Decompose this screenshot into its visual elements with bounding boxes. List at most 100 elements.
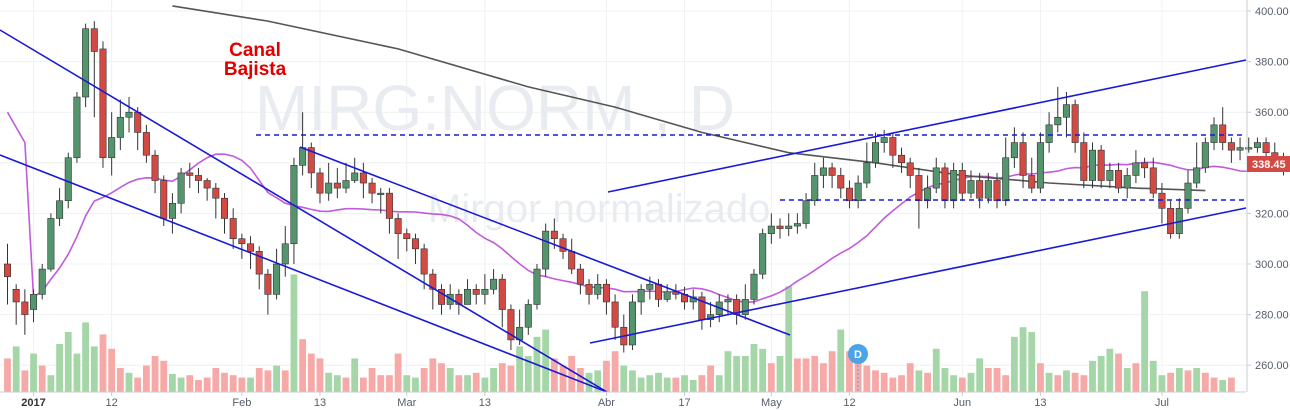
volume-bar — [898, 375, 905, 392]
candle — [576, 264, 584, 295]
last-price-value: 338.45 — [1252, 159, 1286, 171]
candle — [290, 157, 298, 264]
volume-bar — [828, 351, 836, 392]
trend-lines — [0, 29, 1247, 393]
candle — [1167, 200, 1175, 239]
candle — [385, 188, 393, 234]
candle — [1036, 132, 1044, 194]
price-tick-label: 260.00 — [1255, 360, 1289, 372]
candle — [325, 162, 333, 201]
candle — [793, 213, 801, 234]
candle — [481, 274, 489, 305]
volume-bar — [30, 353, 37, 392]
volume-bar — [915, 370, 923, 392]
volume-bar — [1037, 363, 1044, 392]
candle — [967, 170, 975, 199]
candle — [377, 188, 385, 214]
volume-bar — [481, 377, 489, 392]
volume-bar — [455, 375, 463, 392]
volume-bar — [1080, 375, 1088, 392]
candle — [559, 233, 567, 259]
candle — [915, 167, 923, 229]
time-tick-label: 13 — [314, 397, 326, 409]
time-axis[interactable]: 2017 12 Feb 13 Mar 13 Abr 17 May 12 Jun 13 Jul — [0, 391, 1246, 409]
volume-bar — [993, 368, 1001, 392]
candle — [811, 162, 819, 206]
price-tick-label: 360.00 — [1255, 107, 1289, 119]
volume-bar — [811, 356, 819, 392]
volume-bar — [759, 348, 767, 392]
volume-bar — [663, 377, 671, 392]
volume-bar — [872, 370, 879, 392]
volume-bar — [160, 360, 168, 392]
volume-bar — [689, 380, 697, 392]
volume-bar — [672, 377, 680, 392]
volume-bar — [776, 356, 784, 392]
candle — [411, 233, 419, 264]
volume-bar — [1149, 360, 1157, 392]
candle — [1054, 86, 1062, 133]
candle — [1245, 137, 1253, 153]
volume-bar — [1028, 332, 1036, 392]
volume-bar — [273, 365, 280, 392]
candle — [767, 213, 775, 244]
candle — [429, 269, 437, 310]
volume-bar — [412, 377, 419, 392]
volume-bar — [1123, 368, 1131, 392]
volume-bar — [464, 375, 471, 392]
volume-bar — [1002, 375, 1010, 392]
candle — [1062, 91, 1070, 138]
dividend-marker[interactable]: D — [848, 344, 868, 392]
volume-bar — [863, 365, 871, 392]
candle — [1193, 142, 1201, 189]
candle — [1184, 170, 1192, 214]
candle — [1227, 137, 1235, 163]
volume-bar — [1054, 375, 1062, 392]
candle — [56, 188, 64, 227]
trend-line — [0, 154, 608, 393]
volume-bar — [221, 372, 228, 392]
volume-bar — [351, 358, 359, 392]
candle — [82, 23, 90, 108]
sma-short-line — [6, 111, 1284, 304]
volume-bar — [785, 286, 793, 392]
price-tick-label: 400.00 — [1255, 6, 1289, 18]
candle — [889, 132, 897, 168]
time-tick-label: 12 — [843, 397, 855, 409]
candle — [1010, 127, 1018, 168]
candle — [99, 41, 107, 168]
watermark: MIRG:NORM , D Mirgor normalizado — [255, 72, 770, 231]
candle — [733, 294, 741, 325]
candle — [307, 142, 315, 189]
candle — [941, 162, 949, 209]
volume-bar — [1158, 375, 1166, 392]
moving-averages — [6, 5, 1284, 304]
volume-bar — [169, 374, 176, 392]
volume-bar — [247, 377, 254, 392]
candle — [12, 284, 20, 325]
candle — [264, 269, 272, 315]
candle — [151, 150, 159, 194]
volume-bar — [21, 370, 29, 392]
volume-bar — [264, 370, 272, 392]
candle — [594, 274, 602, 300]
candle — [1106, 162, 1114, 189]
candle — [1089, 142, 1097, 189]
volume-bar — [1227, 377, 1235, 392]
time-tick-label: 17 — [678, 397, 690, 409]
volume-bar — [820, 363, 827, 392]
time-tick-label: Feb — [232, 397, 251, 409]
sma-long-line — [172, 5, 1206, 192]
candle — [1149, 157, 1157, 199]
candle — [984, 172, 992, 204]
candle — [837, 167, 845, 199]
volume-bar — [793, 358, 801, 392]
trend-line — [0, 29, 608, 393]
price-axis[interactable]: 260.00280.00300.00320.00340.00360.00380.… — [1246, 0, 1289, 392]
candle — [273, 248, 281, 300]
volume-bar — [1175, 368, 1183, 392]
volume-bar — [585, 372, 593, 392]
candle — [38, 264, 46, 300]
volume-bar — [1210, 377, 1218, 392]
